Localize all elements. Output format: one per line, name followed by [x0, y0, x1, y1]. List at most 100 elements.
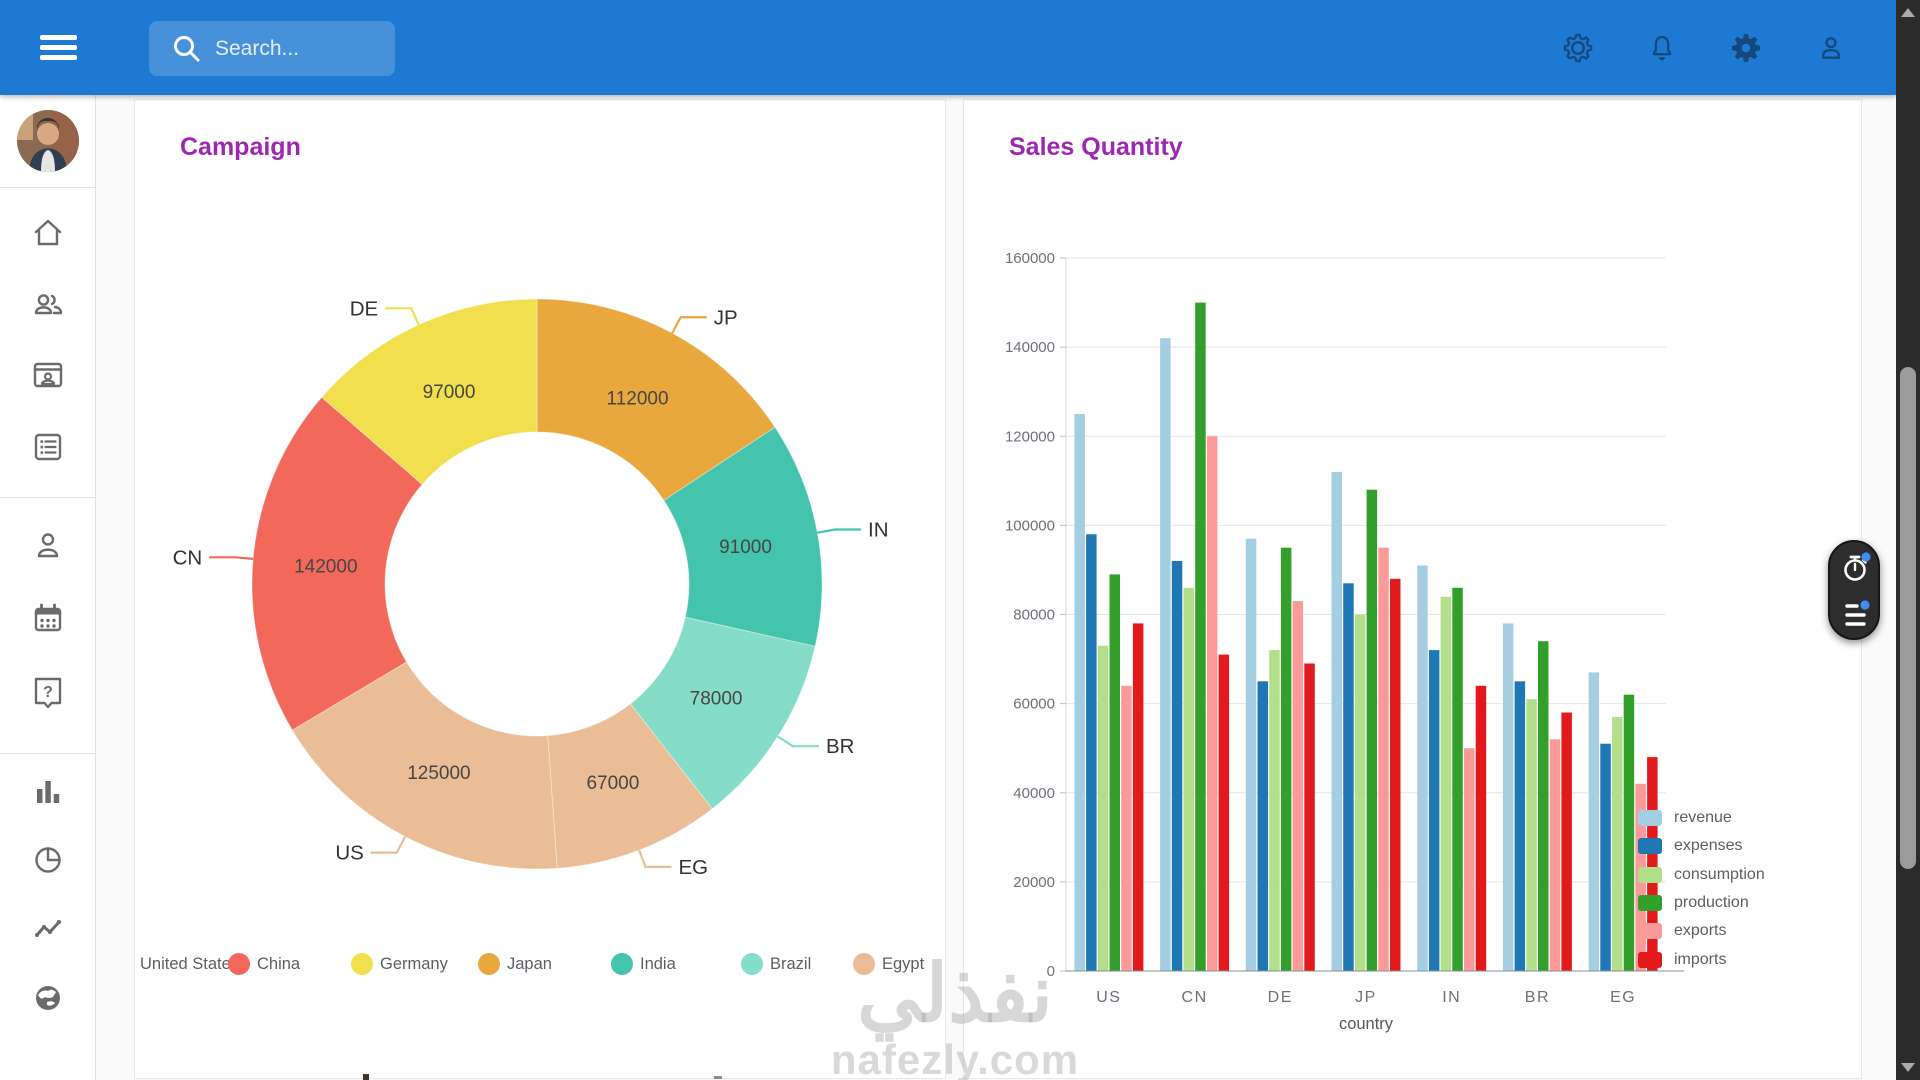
bar-DE-consumption[interactable] — [1269, 650, 1280, 971]
timer-fab-button[interactable] — [1830, 542, 1882, 592]
bar-legend-revenue[interactable]: revenue — [1638, 808, 1732, 828]
bar-JP-expenses[interactable] — [1343, 583, 1354, 971]
pie-legend-EG[interactable]: Egypt — [853, 951, 924, 977]
sales-quantity-title: Sales Quantity — [1009, 133, 1183, 161]
left-sidebar: ? — [0, 95, 96, 1080]
scrollbar-thumb[interactable] — [1900, 367, 1916, 869]
user-avatar[interactable] — [17, 110, 79, 172]
bar-IN-production[interactable] — [1452, 587, 1463, 971]
bar-JP-revenue[interactable] — [1331, 471, 1343, 971]
bar-CN-exports[interactable] — [1206, 436, 1218, 972]
sidebar-item-home-icon[interactable] — [31, 216, 65, 250]
search-input[interactable] — [215, 36, 385, 61]
pie-value-JP: 112000 — [607, 388, 669, 409]
hamburger-menu-icon[interactable] — [40, 35, 77, 61]
bar-US-revenue[interactable] — [1074, 414, 1085, 971]
bar-DE-production[interactable] — [1280, 547, 1292, 971]
bar-US-imports[interactable] — [1132, 623, 1144, 971]
scrollbar-up-arrow[interactable] — [1901, 8, 1915, 17]
bar-JP-production[interactable] — [1366, 489, 1378, 971]
settings-gear-icon[interactable] — [1731, 33, 1761, 63]
pie-legend-CN[interactable]: China — [228, 951, 300, 977]
sidebar-item-calendar-icon[interactable] — [31, 602, 65, 636]
bar-EG-consumption[interactable] — [1612, 717, 1623, 971]
pie-slice-DE[interactable] — [321, 298, 538, 486]
sidebar-item-pie-chart-icon[interactable] — [31, 843, 65, 877]
bar-BR-exports[interactable] — [1549, 739, 1561, 971]
bar-legend-consumption[interactable]: consumption — [1638, 865, 1765, 885]
bar-legend-expenses[interactable]: expenses — [1638, 836, 1743, 856]
display-settings-icon[interactable] — [1563, 33, 1593, 63]
sales-quantity-bar-chart[interactable]: 0 20000 40000 60000 80000 100000 120000 140000 1… — [964, 100, 1862, 1079]
scrollbar-down-arrow[interactable] — [1901, 1063, 1915, 1072]
bar-US-consumption[interactable] — [1097, 645, 1109, 971]
bar-EG-imports[interactable] — [1647, 757, 1658, 971]
bar-US-production[interactable] — [1109, 574, 1121, 971]
pie-slice-US[interactable] — [291, 661, 558, 870]
bar-legend-imports[interactable]: imports — [1638, 950, 1726, 970]
bar-EG-production[interactable] — [1623, 694, 1635, 971]
pie-slice-CN[interactable] — [251, 396, 423, 731]
x-axis-title: country — [1339, 1015, 1394, 1033]
bar-IN-consumption[interactable] — [1440, 596, 1452, 971]
sidebar-item-contact-card-icon[interactable] — [31, 358, 65, 392]
bar-EG-revenue[interactable] — [1588, 672, 1600, 971]
bar-JP-consumption[interactable] — [1354, 614, 1366, 972]
bar-US-exports[interactable] — [1121, 685, 1132, 971]
bar-BR-revenue[interactable] — [1502, 623, 1514, 971]
sidebar-item-trend-line-icon[interactable] — [31, 912, 65, 946]
bar-CN-revenue[interactable] — [1160, 338, 1171, 971]
bar-legend-label: imports — [1674, 951, 1727, 968]
bar-DE-revenue[interactable] — [1245, 538, 1257, 971]
pie-slice-BR[interactable] — [629, 616, 816, 810]
profile-person-icon[interactable] — [1816, 33, 1846, 63]
y-tick-label: 100000 — [1005, 517, 1055, 534]
bar-BR-consumption[interactable] — [1526, 699, 1537, 971]
bar-CN-consumption[interactable] — [1183, 587, 1195, 971]
pie-slice-EG[interactable] — [547, 703, 713, 869]
bar-IN-imports[interactable] — [1475, 685, 1487, 971]
pie-legend-JP[interactable]: Japan — [478, 951, 552, 977]
pie-legend-BR[interactable]: Brazil — [741, 951, 811, 977]
y-tick-label: 0 — [1047, 963, 1055, 980]
bar-DE-exports[interactable] — [1292, 601, 1304, 971]
bar-EG-expenses[interactable] — [1600, 743, 1611, 971]
sidebar-item-globe-icon[interactable] — [31, 981, 65, 1015]
sidebar-item-list-icon[interactable] — [31, 430, 65, 464]
bar-DE-expenses[interactable] — [1257, 681, 1269, 971]
bar-CN-expenses[interactable] — [1171, 561, 1183, 971]
pie-legend-US[interactable]: United States — [135, 951, 239, 977]
pie-slice-JP[interactable] — [536, 298, 776, 502]
bar-legend-exports[interactable]: exports — [1638, 921, 1726, 941]
pie-legend-DE[interactable]: Germany — [351, 951, 448, 977]
legend-list-fab-button[interactable] — [1830, 592, 1882, 642]
bar-legend-label: revenue — [1674, 809, 1732, 826]
pie-legend-label: India — [640, 954, 676, 973]
bar-US-expenses[interactable] — [1086, 534, 1097, 971]
bar-BR-production[interactable] — [1538, 641, 1549, 971]
pie-slice-IN[interactable] — [663, 426, 823, 647]
campaign-donut-chart[interactable]: 112000 JP 91000 IN 78000 BR 67000 EG 125000 US 142… — [135, 100, 946, 1079]
bar-BR-imports[interactable] — [1561, 712, 1572, 972]
pie-label-IN: IN — [868, 518, 889, 541]
pie-legend-IN[interactable]: India — [611, 951, 676, 977]
bar-BR-expenses[interactable] — [1514, 681, 1526, 971]
bar-IN-revenue[interactable] — [1417, 565, 1428, 972]
bar-legend-production[interactable]: production — [1638, 893, 1749, 913]
bar-IN-expenses[interactable] — [1428, 650, 1440, 971]
bar-DE-imports[interactable] — [1304, 663, 1315, 972]
sidebar-item-help-icon[interactable]: ? — [31, 674, 65, 709]
sidebar-item-person-icon[interactable] — [31, 528, 65, 562]
bar-CN-imports[interactable] — [1218, 654, 1230, 971]
notifications-bell-icon[interactable] — [1647, 33, 1677, 63]
page-scrollbar[interactable] — [1896, 0, 1920, 1080]
search-box[interactable] — [149, 21, 395, 76]
bar-JP-imports[interactable] — [1390, 578, 1401, 971]
bar-JP-exports[interactable] — [1378, 547, 1389, 971]
bar-CN-production[interactable] — [1195, 302, 1206, 972]
bar-IN-exports[interactable] — [1464, 748, 1475, 971]
sidebar-item-bar-chart-icon[interactable] — [31, 774, 65, 808]
sidebar-item-people-icon[interactable] — [31, 287, 65, 321]
top-navbar — [0, 0, 1896, 95]
x-tick-label-JP: JP — [1355, 989, 1377, 1006]
